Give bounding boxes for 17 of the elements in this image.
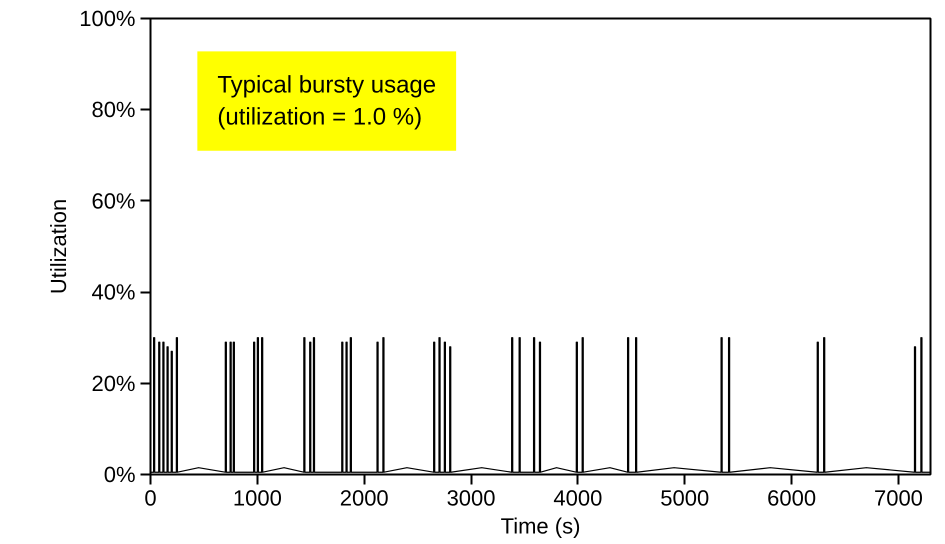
x-tick-label: 1000	[232, 486, 282, 510]
y-tick-label: 40%	[91, 280, 136, 305]
x-tick-label: 3000	[446, 486, 496, 510]
y-axis-title: Utilization	[46, 198, 72, 294]
x-axis-title: Time (s)	[500, 514, 580, 538]
x-tick-label: 5000	[660, 486, 710, 510]
x-tick-label: 4000	[553, 486, 602, 510]
y-tick-label: 60%	[91, 188, 136, 214]
x-tick-label: 2000	[340, 486, 389, 510]
x-tick-label: 7000	[874, 486, 923, 510]
x-tick-label: 6000	[767, 486, 816, 510]
y-tick-label: 20%	[91, 370, 136, 396]
y-tick-label: 80%	[91, 97, 136, 122]
annotation: Typical bursty usage (utilization = 1.0 %)	[217, 71, 436, 131]
y-tick-label: 100%	[79, 6, 136, 31]
y-tick-label: 0%	[104, 462, 136, 487]
x-tick-label: 0	[144, 486, 157, 510]
